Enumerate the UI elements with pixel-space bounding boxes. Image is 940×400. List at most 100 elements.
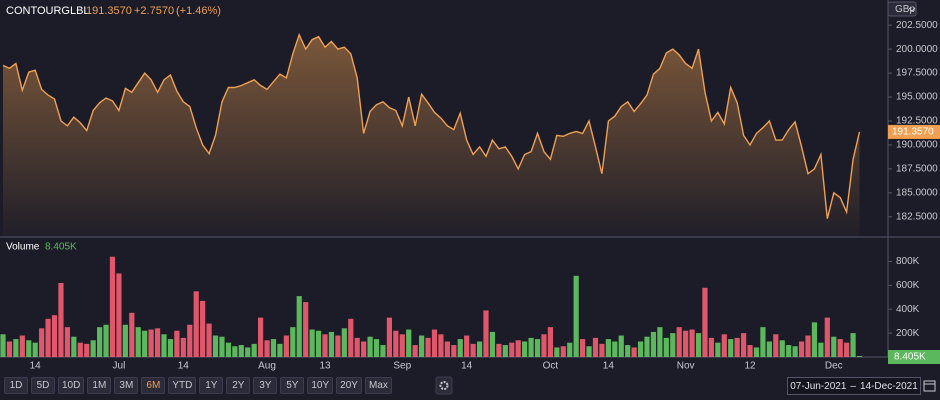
range-button[interactable]: 6M — [141, 377, 166, 394]
range-button[interactable]: 20Y — [336, 377, 362, 394]
volume-bar — [225, 342, 231, 357]
x-tick-label: 12 — [744, 361, 756, 372]
range-button[interactable]: Max — [364, 377, 392, 394]
chart: GBp CONTOURGLBL 191.3570 +2.7570 (+1.46%… — [0, 0, 940, 372]
volume-bar — [154, 328, 161, 357]
volume-bar — [167, 339, 174, 357]
volume-bar — [290, 327, 296, 357]
last-price: 191.3570 — [86, 5, 132, 17]
volume-bar — [425, 337, 431, 357]
y-tick-label: 600K — [896, 280, 920, 291]
calendar-icon[interactable] — [923, 379, 937, 393]
range-button[interactable]: 10Y — [307, 377, 334, 394]
date-range[interactable]: 07-Jun-2021 – 14-Dec-2021 — [787, 377, 921, 395]
date-to: 14-Dec-2021 — [859, 380, 918, 392]
volume-bar — [644, 336, 650, 357]
volume-bar — [567, 342, 573, 357]
volume-bar — [270, 339, 277, 357]
date-separator: – — [850, 380, 856, 392]
volume-bar — [380, 345, 386, 357]
volume-bar — [361, 341, 367, 357]
price-line — [2, 32, 861, 219]
volume-bar — [844, 342, 850, 357]
range-button[interactable]: 2Y — [226, 377, 251, 394]
unit: GBp — [895, 4, 915, 15]
symbol: CONTOURGLBL — [6, 5, 90, 17]
y-tick-label: 202.5000 — [896, 20, 938, 31]
volume-bar — [657, 327, 663, 357]
volume-bar — [470, 343, 476, 357]
volume-bar — [573, 275, 579, 357]
range-button[interactable]: 1Y — [199, 377, 224, 394]
date-from: 07-Jun-2021 — [790, 380, 847, 392]
volume-bar — [0, 334, 6, 357]
last-price-tag-label: 191.3570 — [892, 127, 934, 138]
volume-bar — [753, 347, 760, 357]
volume-bar — [348, 318, 354, 357]
volume-bar — [856, 355, 863, 357]
y-tick-label: 187.5000 — [896, 164, 938, 175]
volume-bar — [476, 341, 483, 357]
volume-bar — [786, 345, 792, 357]
volume-bar — [837, 339, 843, 357]
y-tick-label: 192.5000 — [896, 116, 938, 127]
y-tick-label: 800K — [896, 256, 920, 267]
volume-bar — [71, 336, 77, 357]
volume-bar — [39, 328, 45, 357]
range-button[interactable]: 5Y — [280, 377, 305, 394]
volume-bar — [695, 333, 702, 357]
volume-bar — [116, 273, 122, 357]
volume-bar — [431, 329, 438, 357]
range-button[interactable]: 10D — [58, 377, 85, 394]
volume-bar — [393, 330, 399, 357]
unit-box[interactable] — [887, 1, 917, 17]
range-button[interactable]: YTD — [168, 377, 197, 394]
volume-bar — [708, 337, 714, 357]
volume-bar — [541, 334, 547, 357]
volume-bar — [109, 256, 116, 357]
volume-bar — [605, 339, 611, 357]
range-button[interactable]: 3Y — [253, 377, 278, 394]
volume-bar — [6, 341, 13, 357]
volume-bar — [296, 296, 302, 357]
volume-bar — [161, 334, 167, 357]
y-tick-label: 190.0000 — [896, 140, 938, 151]
volume-bar — [90, 340, 96, 357]
unit-caret — [908, 7, 916, 12]
volume-bar — [251, 343, 257, 357]
volume-bar — [200, 300, 206, 357]
range-button[interactable]: 1M — [87, 377, 112, 394]
volume-bar — [805, 335, 811, 357]
volume-bar — [97, 327, 103, 357]
volume-bar — [747, 345, 753, 357]
volume-bar — [560, 346, 566, 357]
volume-bar — [631, 347, 637, 357]
volume-bar — [528, 337, 534, 357]
volume-bar — [741, 333, 747, 357]
volume-bar — [386, 317, 392, 357]
volume-bar — [174, 330, 180, 357]
settings-icon[interactable] — [435, 376, 455, 396]
range-button[interactable]: 5D — [31, 377, 55, 394]
volume-bar — [341, 328, 347, 357]
volume-bar — [547, 327, 553, 357]
volume-bar — [650, 331, 657, 357]
volume-bar — [315, 330, 322, 357]
x-tick-label: Aug — [258, 361, 276, 372]
volume-bar — [509, 342, 515, 357]
volume-bar — [766, 341, 772, 357]
range-button[interactable]: 3M — [114, 377, 139, 394]
volume-bar — [457, 339, 463, 357]
x-tick-label: 13 — [319, 361, 331, 372]
x-tick-label: Jul — [113, 361, 126, 372]
x-tick-label: 14 — [603, 361, 615, 372]
range-button[interactable]: 1D — [4, 377, 28, 394]
volume-bar — [419, 335, 425, 357]
volume-bar — [148, 329, 154, 357]
volume-bar — [13, 339, 19, 357]
x-tick-label: Dec — [825, 361, 843, 372]
volume-bar — [258, 317, 264, 357]
volume-bar — [599, 343, 605, 357]
volume-bar — [811, 322, 818, 357]
volume-bar — [264, 340, 270, 357]
